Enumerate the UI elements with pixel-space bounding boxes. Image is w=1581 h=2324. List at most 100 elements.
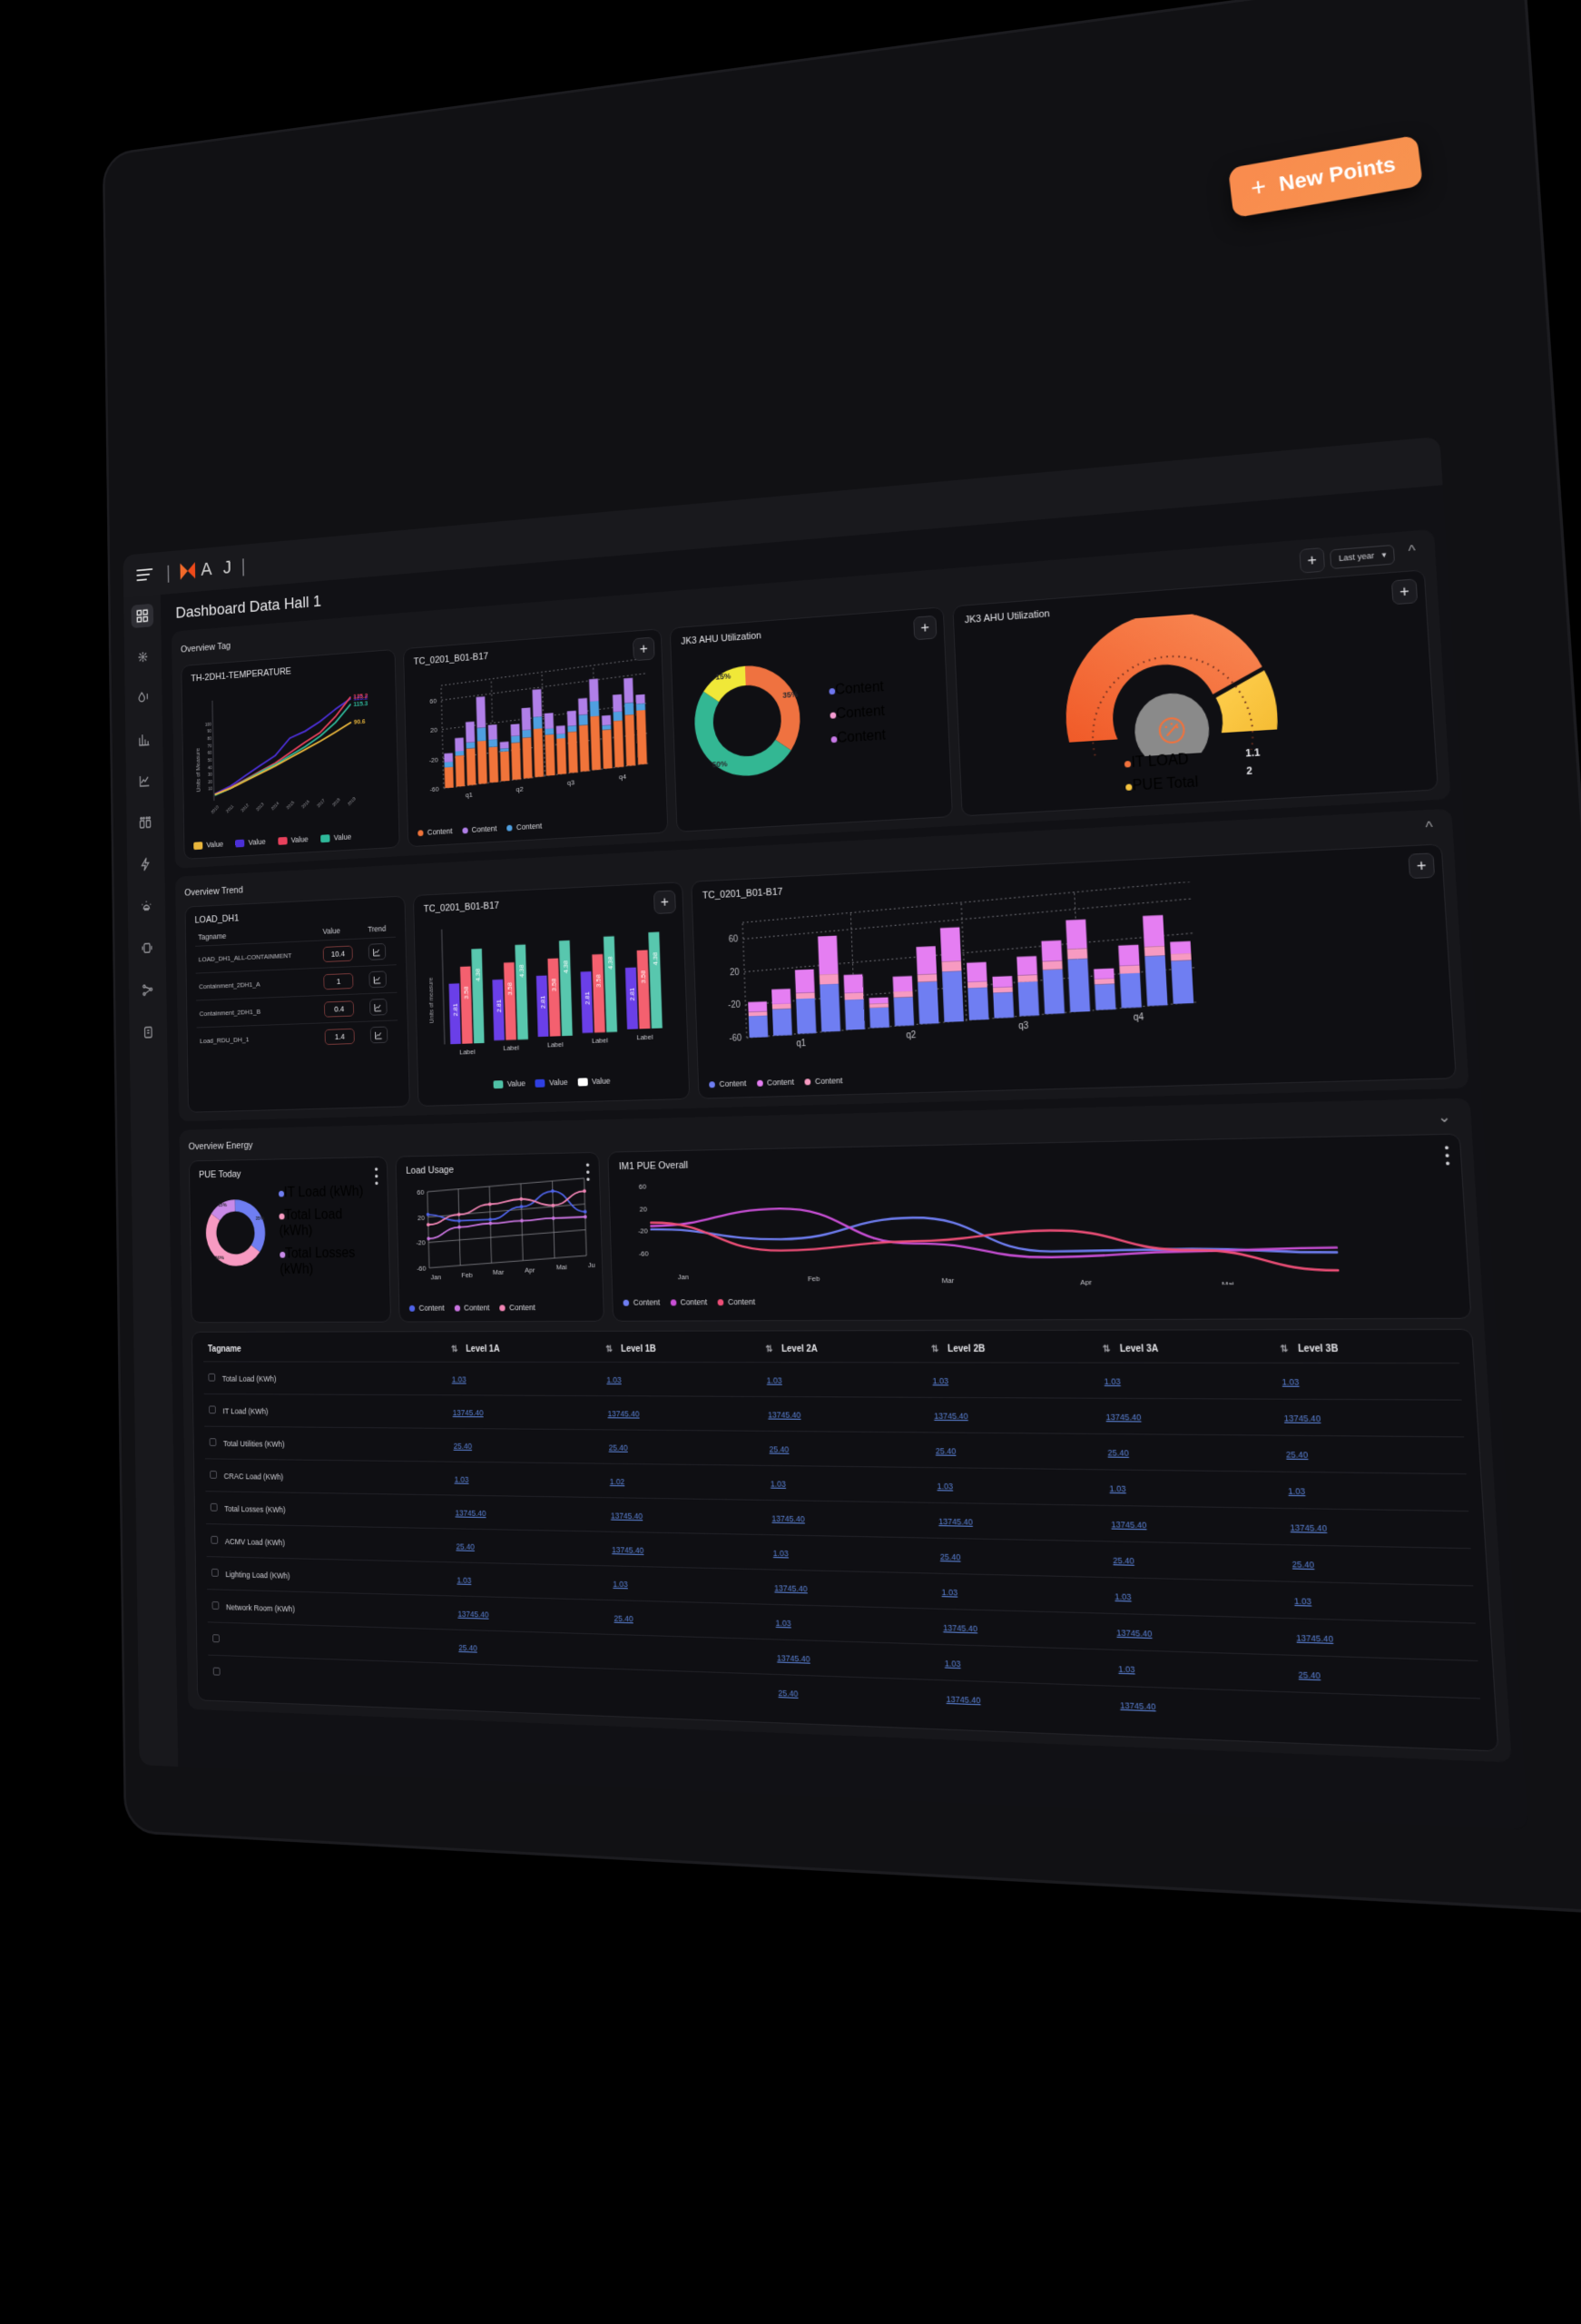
cell-value-link[interactable]: 13745.40 bbox=[1115, 1628, 1153, 1640]
sidebar-item-topology[interactable] bbox=[136, 978, 159, 1002]
row-checkbox[interactable] bbox=[209, 1437, 217, 1446]
sidebar-item-power[interactable] bbox=[134, 852, 157, 876]
row-checkbox[interactable] bbox=[210, 1470, 218, 1479]
expand-overview-energy-icon[interactable]: ⌄ bbox=[1437, 1108, 1452, 1127]
cell-value-link[interactable]: 25.40 bbox=[1107, 1447, 1130, 1458]
cell-value-link[interactable]: 1.03 bbox=[1281, 1376, 1300, 1387]
cell-value-link[interactable]: 25.40 bbox=[1291, 1559, 1315, 1571]
cell-value-link[interactable]: 13745.40 bbox=[610, 1511, 643, 1521]
energy-col-level-3b[interactable]: ⇅ Level 3B bbox=[1280, 1344, 1339, 1355]
cell-value-link[interactable]: 25.40 bbox=[458, 1642, 477, 1653]
energy-col-level-3a[interactable]: ⇅ Level 3A bbox=[1102, 1344, 1159, 1355]
cell-value-link[interactable]: 1.03 bbox=[772, 1548, 789, 1559]
cell-value-link[interactable]: 1.03 bbox=[457, 1575, 472, 1585]
row-checkbox[interactable] bbox=[211, 1535, 219, 1544]
sort-icon[interactable]: ⇅ bbox=[1102, 1344, 1111, 1355]
cell-value-link[interactable]: 25.40 bbox=[778, 1688, 799, 1699]
trend-icon[interactable] bbox=[369, 998, 388, 1016]
cell-value-link[interactable]: 25.40 bbox=[456, 1541, 475, 1551]
trend-icon[interactable] bbox=[368, 970, 387, 989]
cell-value-link[interactable]: 13745.40 bbox=[933, 1411, 968, 1422]
row-checkbox[interactable] bbox=[210, 1502, 218, 1512]
row-checkbox[interactable] bbox=[209, 1405, 216, 1413]
cell-value-link[interactable]: 1.03 bbox=[1109, 1483, 1126, 1494]
sidebar-item-humidity[interactable] bbox=[133, 685, 155, 710]
collapse-overview-trend-icon[interactable]: ^ bbox=[1425, 820, 1434, 837]
cell-value-link[interactable]: 1.03 bbox=[1287, 1486, 1306, 1497]
sidebar-item-device[interactable] bbox=[135, 936, 158, 960]
row-checkbox[interactable] bbox=[212, 1633, 220, 1642]
sidebar-item-alarm[interactable] bbox=[135, 893, 158, 918]
cell-value-link[interactable]: 13745.40 bbox=[457, 1609, 489, 1620]
cell-value-link[interactable]: 13745.40 bbox=[1283, 1413, 1321, 1423]
trend-icon[interactable] bbox=[369, 1026, 388, 1044]
cell-value-link[interactable]: 13745.40 bbox=[946, 1694, 981, 1706]
sort-icon[interactable]: ⇅ bbox=[450, 1344, 458, 1354]
sidebar-item-dashboard[interactable] bbox=[131, 603, 154, 629]
sidebar-item-racks[interactable] bbox=[134, 810, 157, 834]
cell-value-link[interactable]: 25.40 bbox=[935, 1446, 957, 1456]
cell-value-link[interactable]: 13745.40 bbox=[767, 1410, 801, 1420]
trend-icon[interactable] bbox=[368, 942, 387, 960]
cell-value-link[interactable]: 13745.40 bbox=[942, 1622, 978, 1634]
pue-today-menu-icon[interactable]: • • • bbox=[374, 1162, 379, 1190]
cell-value-link[interactable]: 1.03 bbox=[766, 1375, 782, 1385]
cell-value-link[interactable]: 25.40 bbox=[1285, 1449, 1309, 1461]
cell-value-link[interactable]: 13745.40 bbox=[455, 1508, 486, 1519]
time-range-selector[interactable]: Last year ▾ bbox=[1329, 544, 1396, 569]
cell-value-link[interactable]: 13745.40 bbox=[771, 1513, 805, 1524]
energy-col-level-1b[interactable]: ⇅ Level 1B bbox=[605, 1344, 656, 1354]
collapse-overview-tag-icon[interactable]: ^ bbox=[1408, 544, 1417, 561]
cell-value-link[interactable]: 1.03 bbox=[775, 1618, 791, 1629]
cell-value-link[interactable]: 13745.40 bbox=[1119, 1700, 1156, 1712]
th-trend[interactable]: Trend bbox=[368, 923, 387, 934]
add-widget-button[interactable]: + bbox=[1390, 578, 1419, 606]
add-widget-button[interactable]: + bbox=[653, 890, 676, 915]
cell-value-link[interactable]: 25.40 bbox=[1113, 1555, 1134, 1566]
sidebar-item-bar-chart[interactable] bbox=[133, 727, 155, 752]
cell-value-link[interactable]: 1.03 bbox=[606, 1374, 622, 1385]
sort-icon[interactable]: ⇅ bbox=[765, 1344, 773, 1354]
add-tag-widget-button[interactable]: + bbox=[1299, 547, 1326, 574]
cell-value-link[interactable]: 13745.40 bbox=[776, 1653, 810, 1664]
cell-value-link[interactable]: 1.03 bbox=[1117, 1664, 1135, 1675]
cell-value-link[interactable]: 1.03 bbox=[770, 1479, 787, 1489]
cell-value-link[interactable]: 1.03 bbox=[941, 1587, 958, 1598]
cell-value-link[interactable]: 1.03 bbox=[937, 1481, 954, 1492]
add-widget-button[interactable]: + bbox=[913, 615, 938, 641]
energy-col-level-2a[interactable]: ⇅ Level 2A bbox=[765, 1344, 819, 1354]
add-widget-button[interactable]: + bbox=[633, 636, 655, 662]
cell-value-link[interactable]: 13745.40 bbox=[611, 1545, 644, 1555]
im1-pue-menu-icon[interactable]: • • • bbox=[1444, 1140, 1452, 1171]
cell-value-link[interactable]: 1.03 bbox=[1104, 1376, 1121, 1387]
cell-value-link[interactable]: 13745.40 bbox=[1111, 1519, 1147, 1531]
energy-col-tagname[interactable]: Tagname bbox=[207, 1344, 241, 1354]
th-value[interactable]: Value bbox=[322, 926, 340, 936]
cell-value-link[interactable]: 25.40 bbox=[1298, 1669, 1321, 1681]
cell-value-link[interactable]: 1.02 bbox=[609, 1476, 625, 1487]
cell-value-link[interactable]: 13745.40 bbox=[1296, 1632, 1334, 1644]
cell-value-link[interactable]: 13745.40 bbox=[1105, 1412, 1142, 1423]
load-usage-menu-icon[interactable]: • • • bbox=[585, 1157, 592, 1187]
sort-icon[interactable]: ⇅ bbox=[605, 1344, 614, 1354]
sort-icon[interactable]: ⇅ bbox=[1280, 1344, 1289, 1355]
cell-value-link[interactable]: 25.40 bbox=[453, 1441, 473, 1451]
energy-col-level-2b[interactable]: ⇅ Level 2B bbox=[930, 1344, 986, 1355]
new-points-button[interactable]: + New Points bbox=[1227, 134, 1423, 219]
cell-value-link[interactable]: 13745.40 bbox=[452, 1408, 484, 1418]
cell-value-link[interactable]: 25.40 bbox=[939, 1551, 961, 1562]
sidebar-item-line-chart[interactable] bbox=[133, 769, 156, 793]
cell-value-link[interactable]: 1.03 bbox=[932, 1375, 949, 1386]
row-checkbox[interactable] bbox=[212, 1667, 221, 1676]
row-checkbox[interactable] bbox=[211, 1568, 219, 1577]
cell-value-link[interactable]: 13745.40 bbox=[1290, 1522, 1328, 1533]
energy-col-level-1a[interactable]: ⇅ Level 1A bbox=[450, 1344, 500, 1354]
menu-toggle-icon[interactable] bbox=[136, 568, 153, 582]
add-widget-button[interactable]: + bbox=[1408, 852, 1436, 880]
cell-value-link[interactable]: 13745.40 bbox=[774, 1583, 808, 1594]
cell-value-link[interactable]: 13745.40 bbox=[938, 1516, 973, 1527]
row-checkbox[interactable] bbox=[208, 1373, 216, 1382]
sort-icon[interactable]: ⇅ bbox=[930, 1344, 939, 1355]
cell-value-link[interactable]: 25.40 bbox=[608, 1443, 628, 1452]
sidebar-item-network[interactable] bbox=[132, 645, 154, 669]
